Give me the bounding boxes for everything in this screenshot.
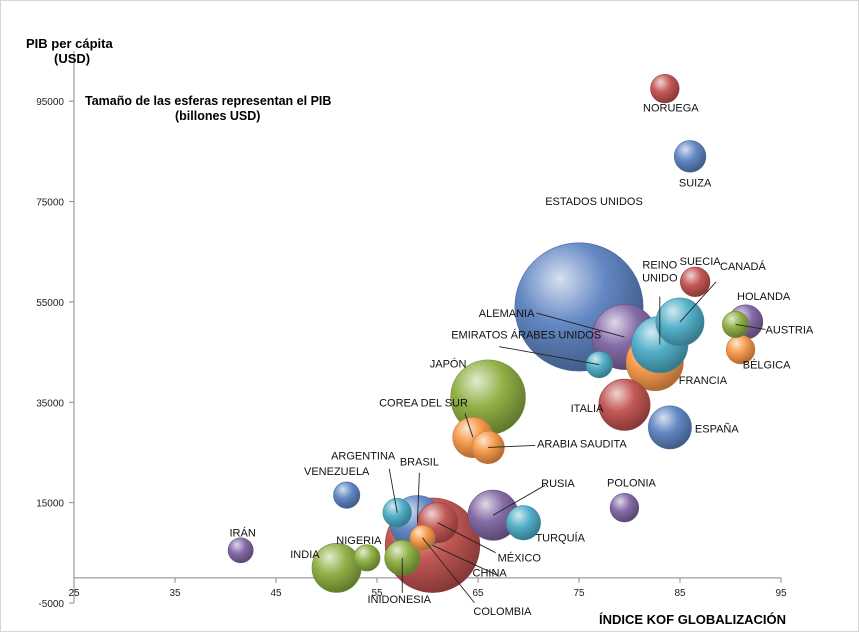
y-tick-label: 75000 (36, 198, 64, 209)
bubble-suiza (674, 141, 706, 173)
bubble-label: ITALIA (571, 403, 604, 415)
bubble-venezuela (334, 482, 360, 508)
bubble-label: CHINA (473, 567, 508, 579)
bubble-label: BÉLGICA (743, 359, 791, 372)
bubble-suecia (680, 267, 710, 297)
bubble-label: COREA DEL SUR (379, 397, 468, 409)
y-tick-label: 15000 (36, 499, 64, 510)
bubble-label: COLOMBIA (473, 606, 532, 618)
bubble-italia (599, 379, 650, 430)
x-tick-label: 95 (775, 588, 787, 599)
bubble-label: ARGENTINA (331, 451, 396, 463)
bubble-label: AUSTRIA (766, 324, 814, 336)
bubble-nigeria (354, 545, 380, 571)
bubble-label: NORUEGA (643, 103, 699, 115)
bubble-label: CANADÁ (720, 260, 767, 273)
bubble-label: INDIA (290, 549, 320, 561)
subtitle-line-2: (billones USD) (175, 109, 260, 124)
bubble-label: JAPÓN (430, 357, 467, 370)
bubble-label: BRASIL (400, 457, 439, 469)
x-tick-label: 85 (674, 588, 686, 599)
x-tick-label: 25 (68, 588, 80, 599)
bubble-label: SUIZA (679, 177, 712, 189)
bubble-label: MÉXICO (498, 552, 542, 565)
bubble-label: REINO UNIDO (642, 260, 678, 285)
y-tick-label: 55000 (36, 298, 64, 309)
x-tick-label: 65 (472, 588, 484, 599)
bubble-label: ARABIA SAUDITA (537, 438, 627, 450)
bubble-españa (648, 406, 691, 449)
x-tick-label: 45 (270, 588, 282, 599)
bubble-polonia (610, 493, 639, 522)
bubble-label: HOLANDA (737, 291, 791, 303)
bubble-label: ESPAÑA (695, 422, 739, 435)
y-tick-label: 95000 (36, 97, 64, 108)
bubble-label: ESTADOS UNIDOS (545, 196, 643, 208)
bubble-labels: ESTADOS UNIDOS CHINA JAPÓN ALEMANIA FRANCIA R… (230, 103, 814, 618)
bubble-label: EMIRATOS ÁRABES UNIDOS (451, 329, 601, 342)
y-axis-label-line-2: (USD) (54, 51, 90, 66)
x-axis-label: ÍNDICE KOF GLOBALIZACIÓN (599, 612, 786, 627)
bubble-label: RUSIA (541, 478, 575, 490)
bubble-label: VENEZUELA (304, 466, 370, 478)
bubble-label: TURQUÍA (535, 532, 585, 545)
bubble-label: FRANCIA (679, 375, 728, 387)
bubble-label: ALEMANIA (479, 308, 535, 320)
bubble-irán (228, 538, 253, 563)
y-axis-label-line-1: PIB per cápita (26, 36, 113, 51)
bubble-noruega (651, 74, 680, 103)
bubble-label: SUECIA (680, 256, 722, 268)
bubble-label: IRÁN (230, 526, 256, 539)
subtitle-line-1: Tamaño de las esferas representan el PIB (85, 94, 331, 109)
x-tick-label: 35 (169, 588, 181, 599)
bubble-label: POLONIA (607, 478, 657, 490)
bubble-label: NIGERIA (336, 535, 382, 547)
y-tick-label: 35000 (36, 398, 64, 409)
x-tick-label: 75 (573, 588, 585, 599)
bubble-label: INIDONESIA (367, 594, 431, 606)
y-tick-label: -5000 (38, 599, 64, 610)
